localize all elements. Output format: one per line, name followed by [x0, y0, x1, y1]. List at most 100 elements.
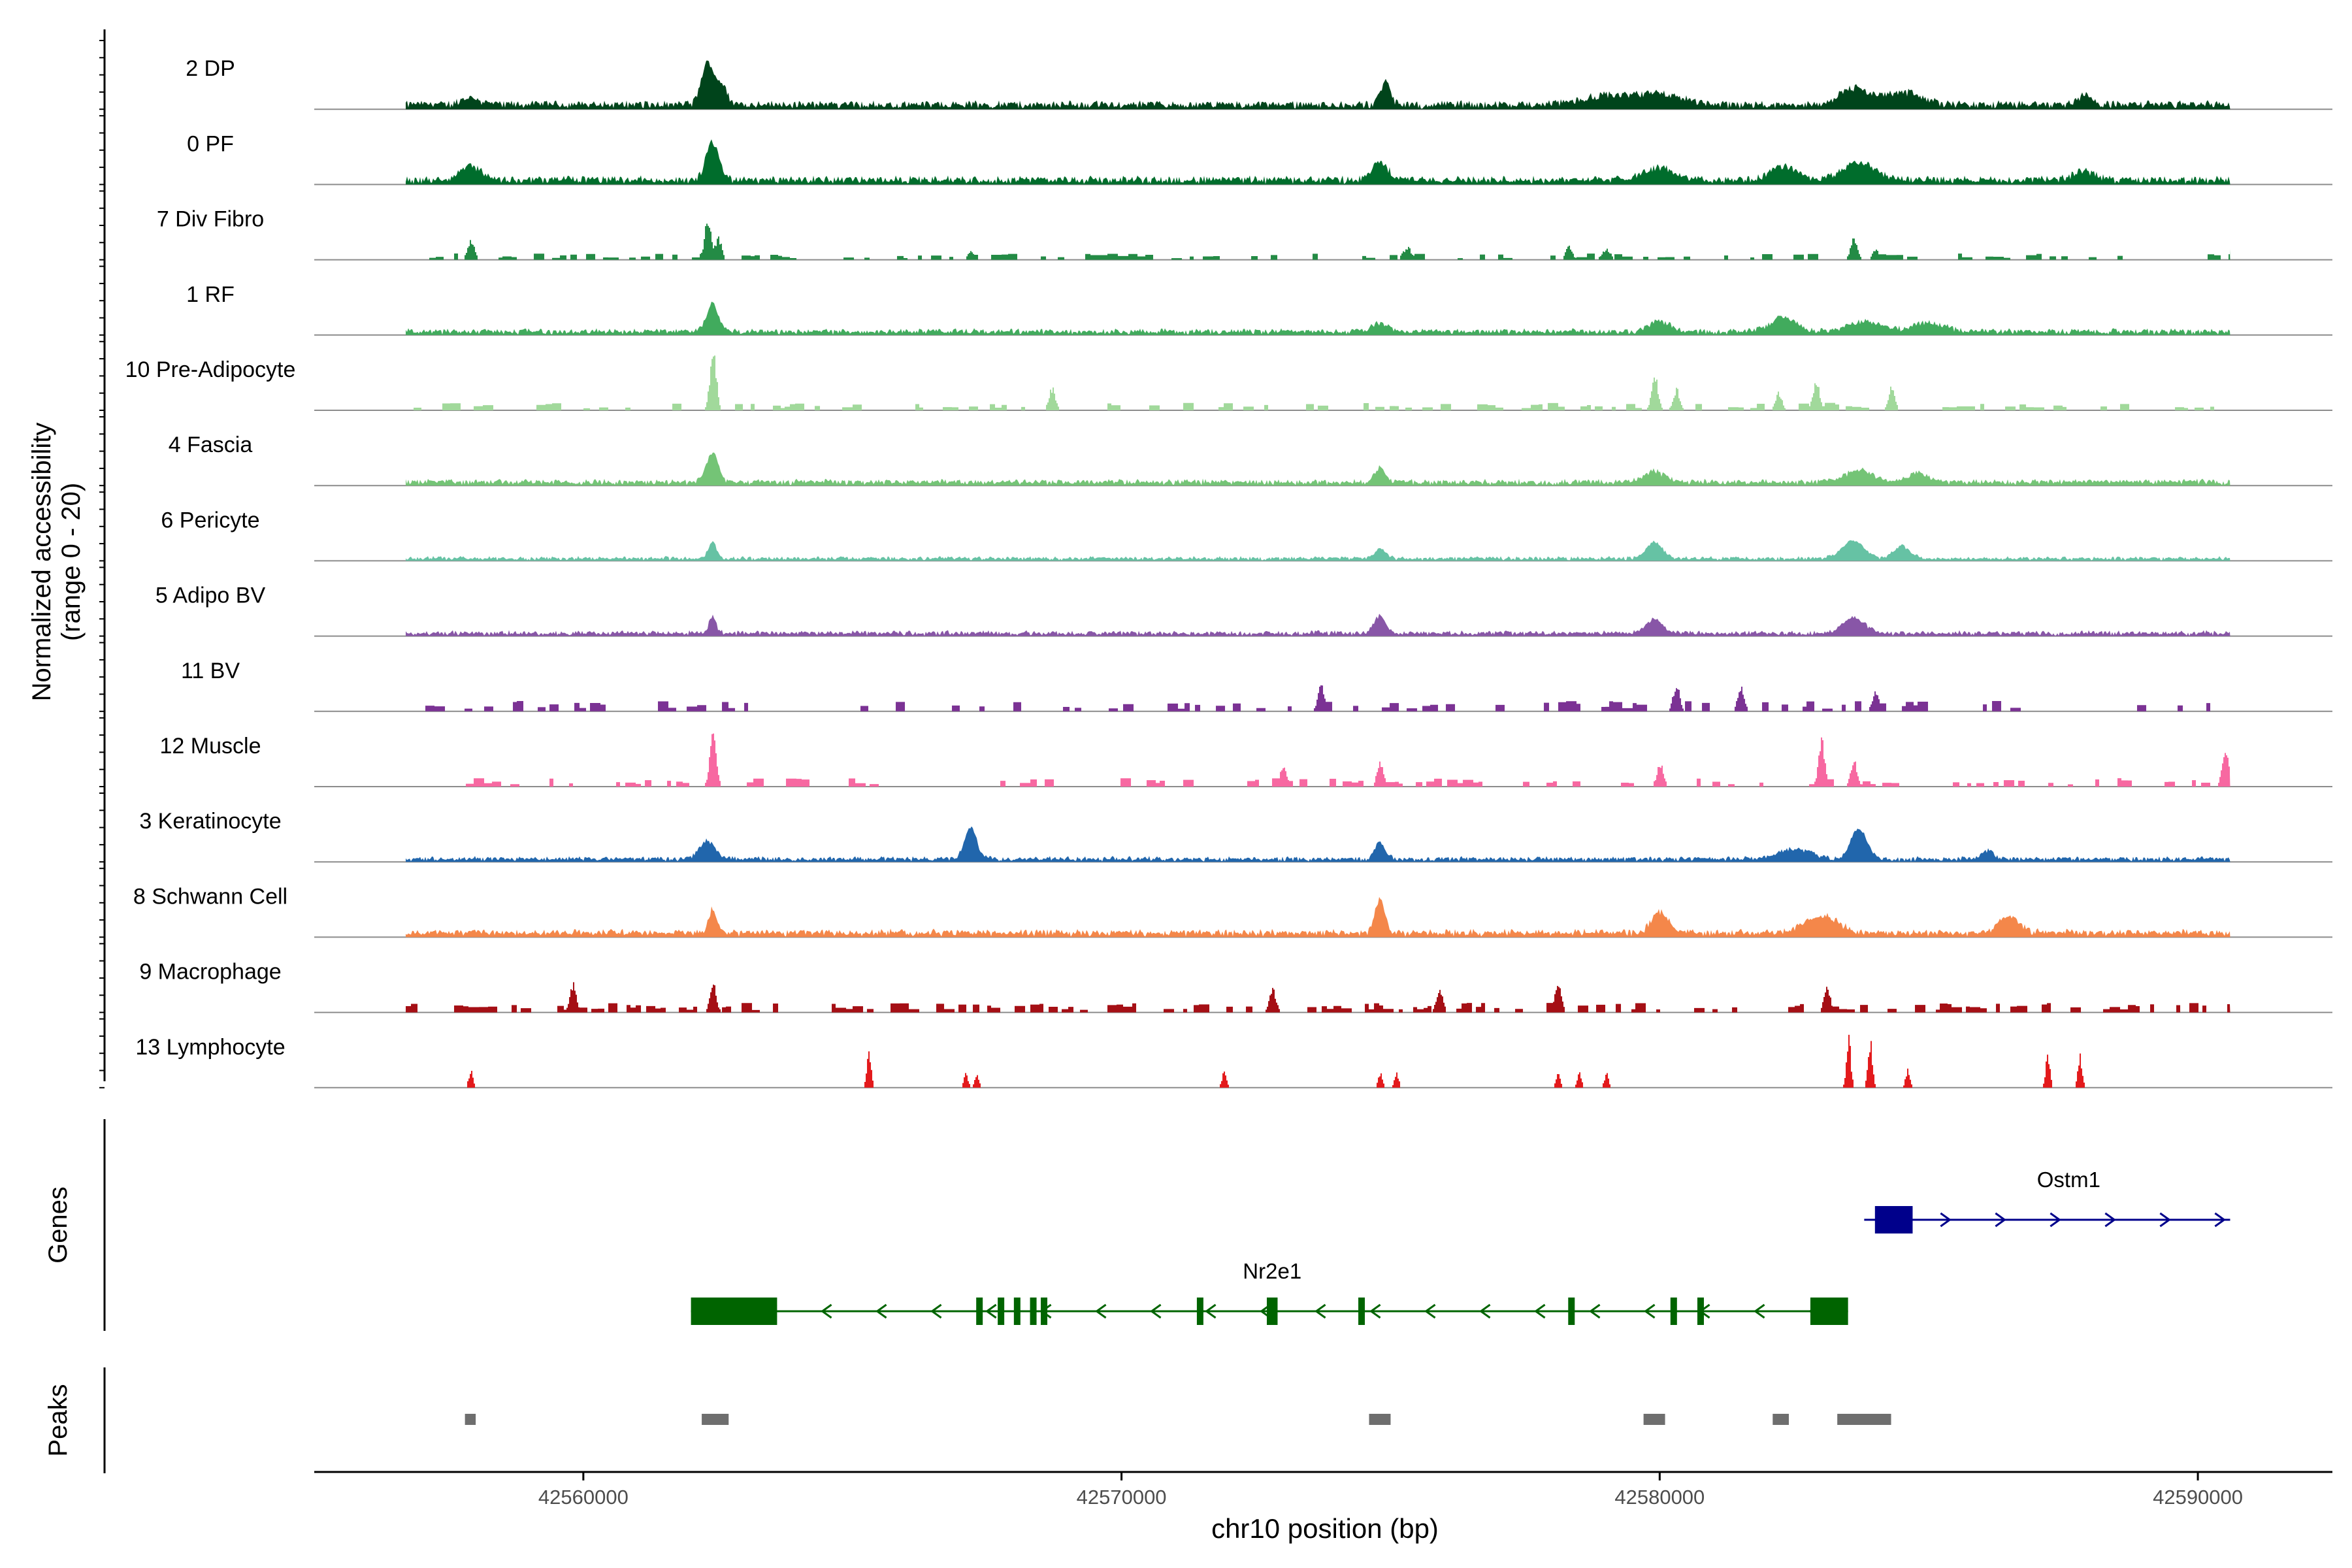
- coverage-y-label-line1: Normalized accessibility: [27, 423, 56, 702]
- track-label: 8 Schwann Cell: [133, 884, 287, 909]
- exon: [1196, 1298, 1203, 1325]
- track-signal: [406, 826, 2230, 862]
- strand-arrow: [1205, 1303, 1217, 1319]
- strand-arrow: [2214, 1212, 2226, 1228]
- peak-region: [1837, 1414, 1891, 1425]
- strand-arrow: [2159, 1212, 2171, 1228]
- coverage-tracks: 2 DP 0 PF 7 Div Fibro 1 RF 10 Pre-Adipocyte 4…: [125, 56, 2332, 1088]
- track-label: 0 PF: [187, 131, 234, 156]
- strand-arrow: [1315, 1303, 1326, 1319]
- track-2-dp: 2 DP: [186, 56, 2332, 110]
- x-tick-label: 42570000: [1077, 1486, 1167, 1509]
- gene-nr2e1: Nr2e1: [691, 1259, 1848, 1325]
- track-13-lymphocyte: 13 Lymphocyte: [135, 1035, 2332, 1088]
- track-11-bv: 11 BV: [181, 659, 2332, 712]
- track-8-schwann-cell: 8 Schwann Cell: [133, 884, 2332, 938]
- peak-region: [1772, 1414, 1789, 1425]
- x-axis-label: chr10 position (bp): [1211, 1513, 1439, 1544]
- track-signal: [406, 982, 2230, 1013]
- track-signal: [406, 685, 2230, 711]
- strand-arrow: [1095, 1303, 1107, 1319]
- track-7-div-fibro: 7 Div Fibro: [157, 207, 2332, 261]
- track-signal: [406, 613, 2230, 636]
- exon: [1568, 1298, 1575, 1325]
- track-signal: [406, 355, 2230, 410]
- track-label: 1 RF: [186, 282, 235, 307]
- coverage-y-axis: [99, 29, 106, 1088]
- exon: [1041, 1298, 1048, 1325]
- gene-name-label: Nr2e1: [1243, 1259, 1301, 1283]
- x-tick-label: 42560000: [538, 1486, 629, 1509]
- track-3-keratinocyte: 3 Keratinocyte: [139, 809, 2332, 863]
- exon: [1358, 1298, 1365, 1325]
- exon: [1013, 1298, 1021, 1325]
- track-signal: [406, 733, 2230, 787]
- track-label: 9 Macrophage: [139, 960, 281, 985]
- track-9-macrophage: 9 Macrophage: [139, 960, 2332, 1013]
- strand-arrow: [1150, 1303, 1162, 1319]
- x-tick-label: 42590000: [2153, 1486, 2243, 1509]
- track-0-pf: 0 PF: [187, 131, 2332, 186]
- peak-region: [1369, 1414, 1391, 1425]
- track-label: 12 Muscle: [160, 734, 261, 759]
- strand-arrow: [875, 1303, 887, 1319]
- strand-arrow: [2104, 1212, 2116, 1228]
- track-label: 3 Keratinocyte: [139, 809, 281, 834]
- track-label: 7 Div Fibro: [157, 207, 264, 232]
- track-signal: [406, 896, 2230, 938]
- strand-arrow: [985, 1303, 997, 1319]
- gene-track: Ostm1 Nr2e1: [691, 1168, 2230, 1325]
- peak-region: [1643, 1414, 1665, 1425]
- strand-arrow: [1589, 1303, 1601, 1319]
- x-axis-ticks: 42560000 42570000 42580000 42590000: [538, 1472, 2243, 1509]
- exon: [1030, 1298, 1037, 1325]
- strand-arrow: [1754, 1303, 1765, 1319]
- track-label: 2 DP: [186, 56, 235, 81]
- track-5-adipo-bv: 5 Adipo BV: [155, 583, 2332, 637]
- strand-arrow: [1534, 1303, 1546, 1319]
- track-signal: [406, 540, 2230, 561]
- track-signal: [406, 139, 2230, 185]
- strand-arrow: [2050, 1212, 2061, 1228]
- exon: [1810, 1298, 1848, 1325]
- peaks-label: Peaks: [44, 1384, 73, 1456]
- strand-arrow: [1369, 1303, 1381, 1319]
- track-signal: [406, 301, 2230, 335]
- track-label: 10 Pre-Adipocyte: [125, 357, 296, 382]
- gene-name-label: Ostm1: [2037, 1168, 2100, 1192]
- track-label: 4 Fascia: [169, 433, 253, 457]
- strand-arrow: [1940, 1212, 1952, 1228]
- strand-arrow: [930, 1303, 942, 1319]
- strand-arrow: [1479, 1303, 1491, 1319]
- peak-region: [465, 1414, 476, 1425]
- peak-region: [702, 1414, 729, 1425]
- genes-label: Genes: [44, 1186, 73, 1264]
- exon: [1874, 1206, 1913, 1233]
- coverage-y-label-line2: (range 0 - 20): [57, 483, 86, 641]
- strand-arrow: [821, 1303, 832, 1319]
- track-10-pre-adipocyte: 10 Pre-Adipocyte: [125, 355, 2332, 411]
- track-label: 13 Lymphocyte: [135, 1035, 285, 1060]
- exon: [976, 1298, 983, 1325]
- track-label: 5 Adipo BV: [155, 583, 266, 608]
- track-signal: [406, 223, 2230, 260]
- strand-arrow: [1644, 1303, 1656, 1319]
- track-signal: [406, 60, 2230, 110]
- exon: [691, 1298, 777, 1325]
- track-4-fascia: 4 Fascia: [169, 433, 2332, 487]
- track-6-pericyte: 6 Pericyte: [161, 508, 2332, 562]
- strand-arrow: [1424, 1303, 1436, 1319]
- track-label: 11 BV: [181, 659, 240, 683]
- track-label: 6 Pericyte: [161, 508, 259, 532]
- strand-arrow: [1995, 1212, 2006, 1228]
- track-signal: [406, 452, 2230, 486]
- exon: [998, 1298, 1005, 1325]
- x-tick-label: 42580000: [1614, 1486, 1705, 1509]
- track-signal: [406, 1034, 2230, 1088]
- exon: [1697, 1298, 1704, 1325]
- gene-ostm1: Ostm1: [1864, 1168, 2230, 1233]
- peak-track: [465, 1414, 1891, 1425]
- exon: [1267, 1298, 1278, 1325]
- track-12-muscle: 12 Muscle: [160, 733, 2332, 787]
